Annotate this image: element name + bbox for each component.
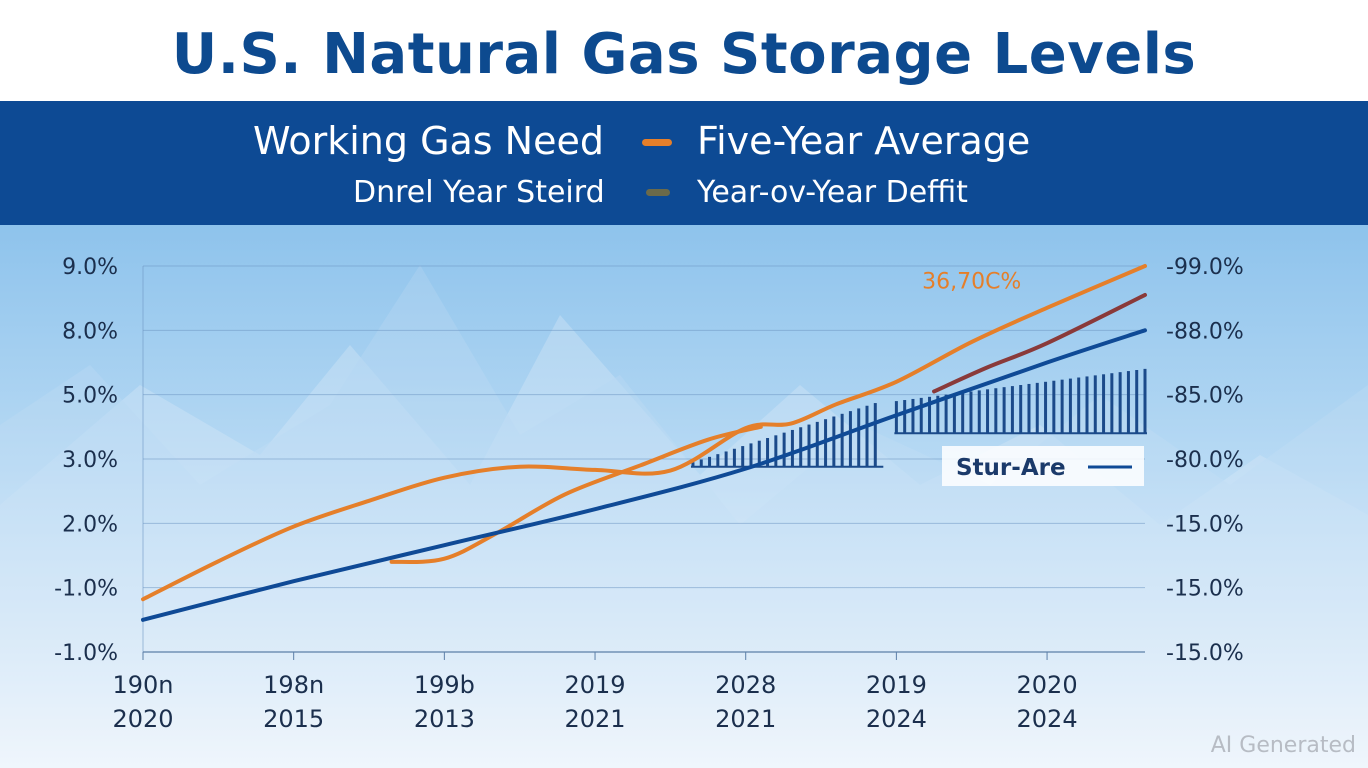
series-line-1 [389, 424, 763, 564]
y-left-tick-label: -1.0% [54, 577, 118, 602]
line-chart: 9.0% 8.0% 5.0% 3.0% 2.0% -1.0% -1.0% -99.0% -88… [0, 255, 1368, 768]
x-tick-label: 190n [112, 671, 173, 699]
annotation-label: 36,70C% [922, 270, 1021, 295]
legend-label-five-year-average: Five-Year Average [697, 119, 1031, 163]
series-lines [141, 264, 1147, 622]
legend-label-working-gas-need: Working Gas Need [253, 119, 604, 163]
series-line-five-year-average [141, 264, 1147, 602]
x-tick-label: 2021 [564, 705, 625, 733]
background-mountains [0, 265, 1368, 768]
x-axis: 190n 2020 198n 2015 199b 2013 2019 2021 2028 2021… [112, 671, 1077, 733]
y-right-tick-label: -15.0% [1166, 577, 1244, 602]
series-line-2 [141, 328, 1147, 622]
x-tick-label: 2019 [564, 671, 625, 699]
y-right-tick-label: -88.0% [1166, 319, 1244, 344]
y-right-tick-label: -85.0% [1166, 384, 1244, 409]
x-tick-label: 199b [414, 671, 475, 699]
y-left-tick-label: 2.0% [62, 512, 118, 537]
inline-legend: Stur-Are [942, 446, 1144, 486]
legend-label-dnrel-year-steird: Dnrel Year Steird [353, 175, 605, 210]
watermark: AI Generated [1210, 733, 1356, 758]
y-left-tick-label: 8.0% [62, 319, 118, 344]
x-tick-label: 2015 [263, 705, 324, 733]
x-tick-label: 2019 [866, 671, 927, 699]
y-axis-right: -99.0% -88.0% -85.0% -80.0% -15.0% -15.0% -15.… [1166, 255, 1244, 666]
x-tick-label: 2028 [715, 671, 776, 699]
y-right-tick-label: -15.0% [1166, 641, 1244, 666]
y-left-tick-label: 5.0% [62, 384, 118, 409]
legend-swatch-year-over-year-deffit [646, 189, 670, 196]
deficit-hatch [690, 368, 1147, 468]
y-axis-left: 9.0% 8.0% 5.0% 3.0% 2.0% -1.0% -1.0% [54, 255, 118, 666]
legend-label-year-over-year-deffit: Year-ov-Year Deffit [697, 175, 968, 210]
inline-legend-label: Stur-Are [956, 455, 1066, 481]
y-right-tick-label: -99.0% [1166, 255, 1244, 280]
chart-area: 9.0% 8.0% 5.0% 3.0% 2.0% -1.0% -1.0% -99.0% -88… [0, 225, 1368, 768]
y-left-tick-label: 9.0% [62, 255, 118, 280]
x-tick-label: 2024 [1017, 705, 1078, 733]
y-left-tick-label: 3.0% [62, 448, 118, 473]
x-tick-label: 2020 [1017, 671, 1078, 699]
x-tick-label: 2013 [414, 705, 475, 733]
x-tick-label: 2021 [715, 705, 776, 733]
x-tick-label: 2024 [866, 705, 927, 733]
series-line-3 [932, 292, 1147, 394]
legend-swatch-five-year-average [642, 139, 672, 146]
x-tick-label: 198n [263, 671, 324, 699]
legend-band: Working Gas Need Five-Year Average Dnrel… [0, 101, 1368, 225]
annotations: 36,70C% [922, 270, 1021, 295]
x-tick-label: 2020 [112, 705, 173, 733]
y-left-tick-label: -1.0% [54, 641, 118, 666]
y-right-tick-label: -15.0% [1166, 512, 1244, 537]
y-right-tick-label: -80.0% [1166, 448, 1244, 473]
chart-title: U.S. Natural Gas Storage Levels [171, 22, 1197, 87]
